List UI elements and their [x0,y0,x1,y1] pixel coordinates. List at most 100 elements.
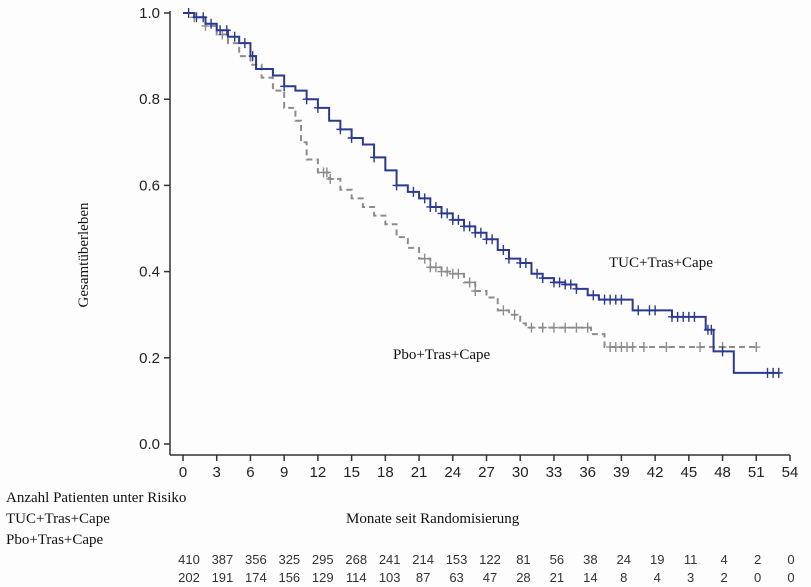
censor-mark [488,234,497,245]
risk-value: 19 [650,552,664,567]
censor-mark [454,214,463,225]
censor-mark [431,201,440,212]
x-tick-label: 12 [310,464,327,481]
risk-value: 47 [483,570,497,585]
censor-mark [184,8,193,18]
risk-value: 156 [278,570,300,585]
risk-value: 295 [312,552,334,567]
risk-value: 174 [245,570,267,585]
censor-mark [662,342,671,353]
risk-row-label-pbo: Pbo+Tras+Cape [6,532,104,548]
censor-mark [420,193,429,204]
censor-mark [718,346,727,357]
risk-value: 2 [754,552,761,567]
risk-table-title: Anzahl Patienten unter Risiko [6,490,186,506]
x-axis-label: Monate seit Randomisierung [346,511,520,527]
censor-mark [248,51,257,62]
censor-mark [527,322,536,333]
x-tick-label: 51 [748,464,765,481]
x-tick-label: 18 [377,464,394,481]
censor-mark [443,208,452,219]
censor-mark [572,283,581,294]
risk-value: 356 [245,552,267,567]
axes: 0.00.20.40.60.81.0 0 3 6 9 12 15 18 21 24 27 30 33 3… [139,5,798,481]
censor-mark [521,257,530,268]
censor-mark [336,124,345,135]
risk-value: 11 [684,552,698,567]
censor-mark [696,342,705,353]
y-tick-label: 0.4 [139,264,160,281]
risk-value: 4 [654,570,661,585]
censor-mark [639,342,648,353]
censor-mark [538,273,547,284]
risk-value: 21 [550,570,564,585]
risk-value: 56 [550,552,564,567]
risk-value: 103 [379,570,401,585]
censor-mark [589,290,598,301]
censor-mark [392,180,401,191]
censor-mark [322,167,331,178]
risk-value: 191 [212,570,234,585]
censor-mark [443,266,452,277]
censor-mark [628,342,637,353]
censor-mark [499,305,508,316]
x-tick-label: 39 [613,464,630,481]
censor-mark [302,94,311,105]
censor-mark [207,18,216,29]
censor-mark [617,294,626,305]
censor-mark [651,305,660,316]
series-label-tuc: TUC+Tras+Cape [609,255,713,271]
censor-mark [192,12,201,23]
x-tick-label: 21 [411,464,428,481]
censor-mark [471,285,480,296]
y-tick-label: 0.2 [139,350,160,367]
censor-mark [347,132,356,143]
risk-value: 214 [412,552,434,567]
risk-value: 3 [687,570,694,585]
risk-value: 8 [620,570,627,585]
censor-mark [431,262,440,273]
risk-value: 81 [516,552,530,567]
censor-mark [370,152,379,163]
risk-value: 122 [479,552,501,567]
x-tick-label: 0 [179,464,187,481]
series-pbo [183,12,761,353]
censor-mark [465,277,474,288]
censor-mark [510,309,519,320]
x-tick-label: 30 [512,464,529,481]
censor-mark [538,322,547,333]
risk-value: 387 [212,552,234,567]
x-tick-label: 42 [647,464,664,481]
x-tick-label: 54 [782,464,799,481]
risk-value: 63 [449,570,463,585]
censor-mark [240,38,249,49]
censor-mark [549,322,558,333]
censor-mark [465,221,474,232]
risk-value: 268 [345,552,367,567]
x-tick-label: 48 [714,464,731,481]
x-tick-label: 33 [546,464,563,481]
risk-value: 325 [278,552,300,567]
censor-mark [561,322,570,333]
censor-mark [230,31,239,42]
censor-mark [752,342,761,353]
censor-mark [690,311,699,322]
risk-row-label-tuc: TUC+Tras+Cape [6,511,110,527]
risk-value: 14 [583,570,597,585]
risk-value: 0 [754,570,761,585]
risk-value: 129 [312,570,334,585]
censor-mark [280,81,289,92]
censor-mark [222,25,231,36]
series-label-pbo: Pbo+Tras+Cape [393,347,491,363]
risk-value: 153 [446,552,468,567]
risk-value: 114 [346,570,367,585]
x-tick-label: 45 [680,464,697,481]
censor-mark [583,322,592,333]
censor-mark [409,186,418,197]
censor-mark [555,277,564,288]
x-ticks: 0 3 6 9 12 15 18 21 24 27 30 33 36 39 42 45 48 51 54 [179,455,799,481]
y-tick-label: 0.6 [139,177,160,194]
risk-value: 24 [617,552,631,567]
x-tick-label: 3 [213,464,221,481]
censor-mark [476,227,485,238]
